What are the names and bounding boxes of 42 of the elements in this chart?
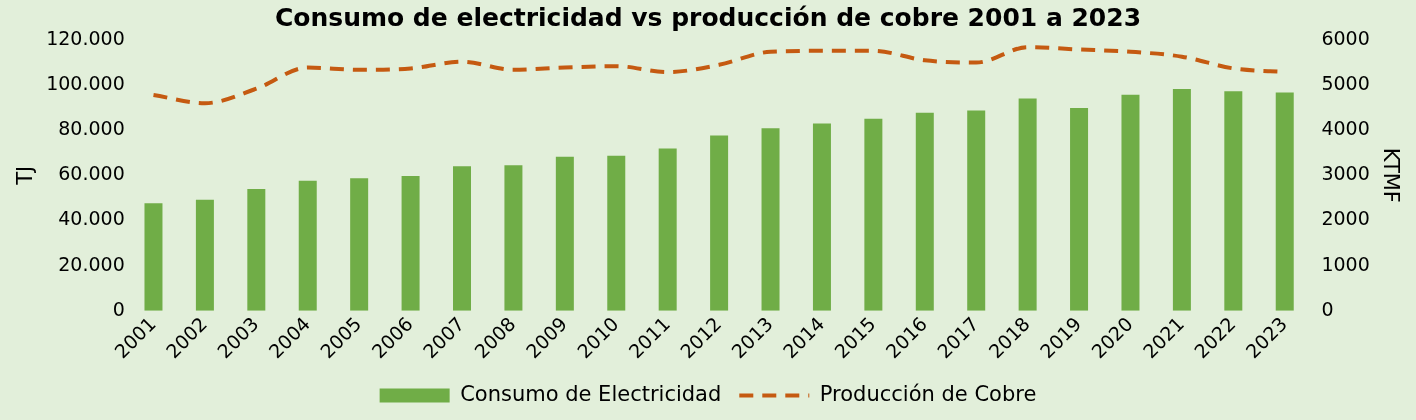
y-tick-label: 20.000	[58, 252, 125, 275]
bar	[1224, 91, 1243, 311]
bar	[1018, 98, 1037, 311]
bar	[864, 118, 883, 311]
legend-label: Consumo de Electricidad	[460, 381, 722, 406]
bar	[1275, 92, 1294, 311]
y2-tick-label: 6000	[1321, 26, 1370, 49]
bar	[144, 203, 163, 311]
y2-tick-label: 4000	[1321, 117, 1370, 140]
bar	[915, 112, 934, 311]
y-tick-label: 0	[112, 297, 125, 320]
bar	[607, 155, 626, 311]
bar	[967, 110, 986, 311]
bar	[401, 176, 420, 311]
y-tick-label: 60.000	[58, 162, 125, 185]
bar	[1070, 107, 1089, 311]
bar	[504, 165, 523, 311]
y-tick-label: 80.000	[58, 117, 125, 140]
bar	[1172, 88, 1191, 311]
legend-label: Producción de Cobre	[819, 381, 1037, 406]
bar	[350, 178, 369, 311]
y2-tick-label: 0	[1321, 297, 1334, 320]
y-tick-label: 40.000	[58, 207, 125, 230]
bar	[453, 166, 471, 311]
bar	[247, 189, 266, 311]
bar	[710, 135, 729, 311]
bar	[658, 148, 677, 311]
y-tick-label: 100.000	[46, 72, 125, 95]
bar	[1121, 94, 1140, 311]
chart-title: Consumo de electricidad vs producción de cobre 2001 a 2023	[274, 2, 1142, 32]
y2-tick-label: 3000	[1321, 162, 1370, 185]
bar	[298, 180, 317, 311]
bar	[812, 123, 831, 311]
y-tick-label: 120.000	[46, 26, 125, 49]
y2-tick-label: 2000	[1321, 207, 1370, 230]
bar	[195, 199, 214, 311]
bar	[761, 128, 780, 311]
y2-tick-label: 1000	[1321, 252, 1370, 275]
y2-tick-label: 5000	[1321, 72, 1370, 95]
y-axis-title: TJ	[13, 165, 38, 186]
bar	[555, 156, 574, 311]
y2-axis-title: KTMF	[1378, 147, 1403, 203]
